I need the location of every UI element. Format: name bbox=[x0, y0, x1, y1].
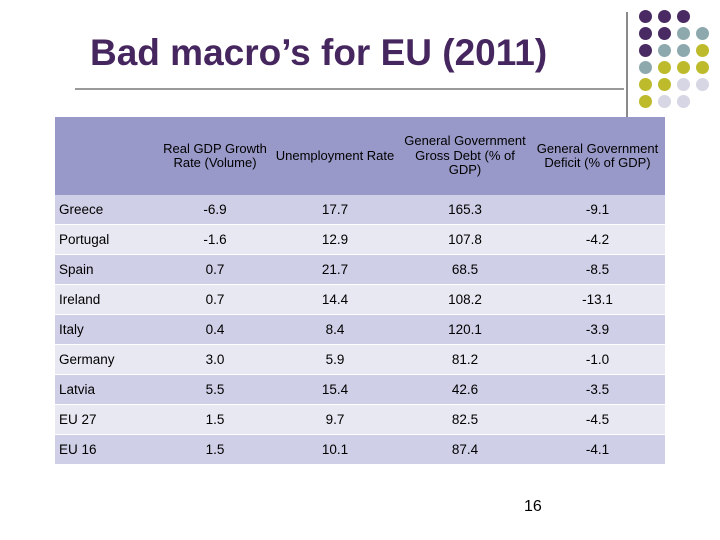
cell-unemployment: 9.7 bbox=[270, 404, 400, 435]
header-gdp-growth: Real GDP Growth Rate (Volume) bbox=[160, 117, 270, 195]
cell-gross-debt: 81.2 bbox=[400, 344, 530, 375]
dot bbox=[658, 78, 671, 91]
cell-country: Portugal bbox=[55, 224, 160, 255]
dot bbox=[639, 44, 652, 57]
cell-unemployment: 5.9 bbox=[270, 344, 400, 375]
cell-unemployment: 10.1 bbox=[270, 434, 400, 465]
cell-deficit: -13.1 bbox=[530, 284, 665, 315]
cell-deficit: -1.0 bbox=[530, 344, 665, 375]
cell-unemployment: 12.9 bbox=[270, 224, 400, 255]
table-row: EU 27 1.5 9.7 82.5 -4.5 bbox=[55, 404, 665, 435]
cell-gross-debt: 120.1 bbox=[400, 314, 530, 345]
cell-gross-debt: 108.2 bbox=[400, 284, 530, 315]
cell-deficit: -4.1 bbox=[530, 434, 665, 465]
cell-country: Greece bbox=[55, 195, 160, 225]
cell-gdp-growth: -1.6 bbox=[160, 224, 270, 255]
cell-unemployment: 15.4 bbox=[270, 374, 400, 405]
table-row: Portugal -1.6 12.9 107.8 -4.2 bbox=[55, 224, 665, 255]
dot bbox=[658, 61, 671, 74]
dot bbox=[658, 44, 671, 57]
cell-gdp-growth: 0.4 bbox=[160, 314, 270, 345]
cell-gdp-growth: 5.5 bbox=[160, 374, 270, 405]
cell-country: Italy bbox=[55, 314, 160, 345]
dot bbox=[639, 78, 652, 91]
cell-country: EU 27 bbox=[55, 404, 160, 435]
cell-unemployment: 17.7 bbox=[270, 195, 400, 225]
title-underline bbox=[75, 88, 624, 90]
dot bbox=[639, 95, 652, 108]
cell-country: Ireland bbox=[55, 284, 160, 315]
cell-country: Latvia bbox=[55, 374, 160, 405]
table-row: Ireland 0.7 14.4 108.2 -13.1 bbox=[55, 284, 665, 315]
dot bbox=[696, 78, 709, 91]
header-deficit: General Government Deficit (% of GDP) bbox=[530, 117, 665, 195]
cell-deficit: -3.9 bbox=[530, 314, 665, 345]
cell-country: EU 16 bbox=[55, 434, 160, 465]
dot bbox=[639, 61, 652, 74]
dot bbox=[658, 95, 671, 108]
cell-gross-debt: 165.3 bbox=[400, 195, 530, 225]
dot bbox=[677, 44, 690, 57]
dot bbox=[677, 78, 690, 91]
cell-gdp-growth: 3.0 bbox=[160, 344, 270, 375]
dot bbox=[696, 27, 709, 40]
cell-gross-debt: 87.4 bbox=[400, 434, 530, 465]
dot bbox=[639, 27, 652, 40]
table-row: EU 16 1.5 10.1 87.4 -4.1 bbox=[55, 434, 665, 465]
cell-gdp-growth: -6.9 bbox=[160, 195, 270, 225]
table-header-row: Real GDP Growth Rate (Volume) Unemployme… bbox=[55, 117, 665, 195]
page-number: 16 bbox=[524, 498, 542, 515]
cell-country: Spain bbox=[55, 254, 160, 285]
dot bbox=[677, 10, 690, 23]
cell-deficit: -4.5 bbox=[530, 404, 665, 435]
dot bbox=[658, 10, 671, 23]
cell-unemployment: 21.7 bbox=[270, 254, 400, 285]
cell-gdp-growth: 1.5 bbox=[160, 434, 270, 465]
dot bbox=[677, 61, 690, 74]
header-gross-debt: General Government Gross Debt (% of GDP) bbox=[400, 117, 530, 195]
header-country bbox=[55, 117, 160, 195]
macro-indicators-table: Real GDP Growth Rate (Volume) Unemployme… bbox=[55, 117, 665, 465]
dot bbox=[639, 10, 652, 23]
table-row: Germany 3.0 5.9 81.2 -1.0 bbox=[55, 344, 665, 375]
dot bbox=[658, 27, 671, 40]
vertical-divider bbox=[626, 12, 628, 120]
decorative-dot-grid bbox=[639, 10, 719, 124]
slide-title: Bad macro’s for EU (2011) bbox=[90, 32, 548, 73]
table-row: Greece -6.9 17.7 165.3 -9.1 bbox=[55, 195, 665, 225]
table-row: Latvia 5.5 15.4 42.6 -3.5 bbox=[55, 374, 665, 405]
dot bbox=[677, 27, 690, 40]
cell-gross-debt: 107.8 bbox=[400, 224, 530, 255]
cell-unemployment: 14.4 bbox=[270, 284, 400, 315]
cell-deficit: -3.5 bbox=[530, 374, 665, 405]
cell-deficit: -4.2 bbox=[530, 224, 665, 255]
cell-gdp-growth: 1.5 bbox=[160, 404, 270, 435]
cell-gross-debt: 42.6 bbox=[400, 374, 530, 405]
cell-deficit: -9.1 bbox=[530, 195, 665, 225]
cell-gdp-growth: 0.7 bbox=[160, 284, 270, 315]
dot bbox=[677, 95, 690, 108]
header-unemployment: Unemployment Rate bbox=[270, 117, 400, 195]
cell-country: Germany bbox=[55, 344, 160, 375]
dot bbox=[696, 61, 709, 74]
cell-deficit: -8.5 bbox=[530, 254, 665, 285]
cell-gross-debt: 82.5 bbox=[400, 404, 530, 435]
table-row: Italy 0.4 8.4 120.1 -3.9 bbox=[55, 314, 665, 345]
table-row: Spain 0.7 21.7 68.5 -8.5 bbox=[55, 254, 665, 285]
cell-gross-debt: 68.5 bbox=[400, 254, 530, 285]
cell-unemployment: 8.4 bbox=[270, 314, 400, 345]
cell-gdp-growth: 0.7 bbox=[160, 254, 270, 285]
dot bbox=[696, 44, 709, 57]
